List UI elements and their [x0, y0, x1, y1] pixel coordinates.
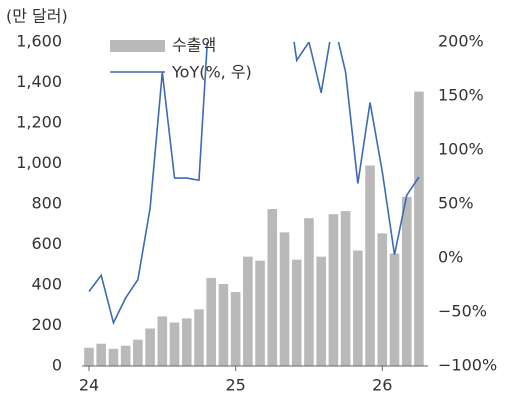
legend-label: 수출액 [172, 36, 216, 55]
bar [108, 348, 119, 366]
x-tick-label: 26 [372, 376, 392, 395]
bar [414, 91, 424, 367]
x-tick-label: 24 [79, 376, 99, 395]
y-tick-label: 0 [52, 356, 62, 375]
bar [243, 256, 253, 366]
bar [157, 316, 168, 366]
bar [133, 339, 143, 366]
bar [194, 309, 204, 366]
y2-tick-label: 50% [438, 194, 474, 213]
y-tick-label: 200 [31, 315, 62, 334]
y-tick-label: 800 [31, 194, 62, 213]
y2-tick-label: −100% [438, 356, 497, 375]
bar [353, 250, 363, 366]
bar [181, 318, 192, 366]
bar [291, 259, 302, 366]
y2-tick-label: 100% [438, 140, 484, 159]
bar [389, 253, 400, 366]
bar [401, 196, 412, 366]
bar [316, 256, 326, 366]
bar [169, 322, 180, 366]
bar [255, 260, 265, 366]
x-tick-label: 25 [225, 376, 245, 395]
y-tick-label: 600 [31, 234, 62, 253]
y-tick-label: 1,400 [16, 72, 62, 91]
y-tick-label: 1,000 [16, 153, 62, 172]
y-axis-label: (만 달러) [6, 7, 68, 26]
bar [365, 165, 375, 366]
y2-tick-label: −50% [438, 302, 487, 321]
bar [145, 328, 155, 366]
y-tick-label: 1,600 [16, 32, 62, 51]
y2-tick-label: 200% [438, 32, 484, 51]
y2-tick-label: 150% [438, 86, 484, 105]
y-tick-label: 400 [31, 275, 62, 294]
legend-swatch [110, 40, 165, 52]
bar [230, 292, 241, 366]
legend-label: YoY(%, 우) [171, 63, 252, 82]
bar [120, 345, 131, 366]
line [88, 42, 420, 326]
bar [206, 277, 216, 366]
bar [218, 283, 229, 366]
bar [279, 232, 290, 366]
bar [304, 218, 314, 366]
y2-tick-label: 0% [438, 248, 463, 267]
bar [340, 211, 351, 366]
bar [267, 209, 278, 366]
bar [328, 214, 339, 366]
bar [84, 347, 94, 366]
bar [96, 343, 107, 366]
y-tick-label: 1,200 [16, 113, 62, 132]
bar [377, 233, 388, 366]
